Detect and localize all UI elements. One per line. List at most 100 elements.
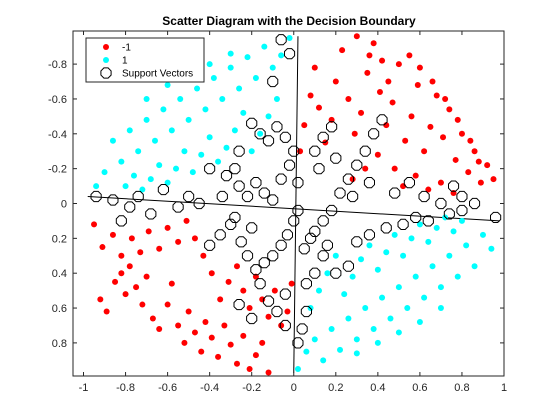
support-vector-marker [204, 239, 216, 251]
data-point [240, 332, 247, 339]
data-point [366, 52, 373, 59]
support-vector-marker [275, 34, 287, 46]
data-point [244, 54, 251, 61]
data-point [233, 263, 240, 270]
data-point [198, 151, 205, 158]
data-point [345, 95, 352, 102]
data-point [408, 235, 415, 242]
support-vector-marker [246, 312, 258, 325]
support-vector-marker [418, 190, 430, 203]
data-point [143, 273, 150, 280]
support-vector-marker [309, 145, 321, 157]
legend-marker [100, 67, 112, 79]
support-vector-marker [403, 177, 415, 189]
support-vector-marker [284, 48, 296, 60]
data-point [362, 165, 369, 172]
data-point [273, 95, 280, 102]
data-point [446, 252, 453, 259]
data-point [362, 305, 369, 312]
support-vector-marker [262, 295, 275, 307]
data-point [265, 369, 272, 376]
data-point [458, 130, 465, 137]
data-point [99, 244, 106, 251]
data-point [168, 127, 175, 134]
data-point [233, 360, 240, 367]
data-point [202, 106, 209, 113]
data-point [128, 235, 135, 242]
data-point [143, 116, 150, 123]
support-vector-marker [145, 208, 157, 220]
support-vector-marker [132, 190, 144, 203]
data-point [297, 148, 304, 155]
data-point [143, 95, 150, 102]
support-vector-marker [254, 278, 266, 290]
data-point [332, 252, 339, 259]
support-vector-marker [204, 163, 216, 175]
support-vector-marker [279, 131, 291, 143]
data-point [404, 305, 411, 312]
data-point [122, 183, 129, 190]
data-point [465, 169, 472, 176]
data-point [353, 350, 360, 357]
data-point [221, 322, 228, 329]
legend-label: Support Vectors [122, 69, 193, 80]
data-point [139, 186, 146, 193]
data-point [383, 122, 390, 129]
data-point [227, 64, 234, 71]
data-point [425, 186, 432, 193]
data-point [215, 158, 222, 165]
data-point [219, 95, 226, 102]
data-point [324, 270, 331, 277]
data-point [301, 122, 308, 129]
support-vector-marker [309, 225, 321, 237]
data-point [200, 252, 207, 259]
data-point [259, 296, 266, 303]
data-point [391, 165, 398, 172]
data-point [379, 57, 386, 64]
y-tick-label: -0.2 [48, 164, 67, 176]
support-vector-marker [326, 121, 338, 133]
data-point [400, 252, 407, 259]
data-point [370, 40, 377, 47]
data-point [164, 301, 171, 308]
data-point [315, 104, 322, 111]
data-point [137, 249, 144, 256]
support-vector-marker [298, 243, 310, 255]
support-vector-marker [296, 323, 308, 335]
data-point [376, 88, 383, 95]
legend: -1 1 Support Vectors [85, 37, 205, 83]
data-point [366, 242, 373, 249]
support-vector-marker [246, 222, 258, 234]
data-point [421, 148, 428, 155]
data-point [206, 61, 213, 68]
data-point [286, 34, 293, 41]
support-vector-marker [326, 204, 338, 217]
data-point [370, 325, 377, 332]
support-vector-marker [443, 208, 455, 220]
data-point [126, 263, 133, 270]
data-point [156, 245, 163, 252]
support-vector-marker [292, 177, 304, 189]
data-point [452, 156, 459, 163]
support-vector-marker [313, 163, 325, 175]
data-point [164, 82, 171, 89]
support-vector-marker [124, 201, 136, 213]
support-vector-marker [157, 184, 169, 196]
support-vector-marker [317, 250, 329, 262]
data-point [156, 325, 163, 332]
data-point [208, 270, 215, 277]
y-tick-label: 0.2 [52, 233, 67, 245]
support-vector-marker [267, 194, 279, 206]
support-vector-marker [235, 236, 247, 248]
data-point [135, 148, 142, 155]
data-point [278, 52, 285, 59]
data-point [358, 109, 365, 116]
data-point [320, 357, 327, 364]
data-point [103, 308, 110, 315]
data-point [147, 176, 154, 183]
support-vector-marker [281, 229, 293, 241]
data-point [463, 242, 470, 249]
data-point [383, 249, 390, 256]
data-point [328, 325, 335, 332]
